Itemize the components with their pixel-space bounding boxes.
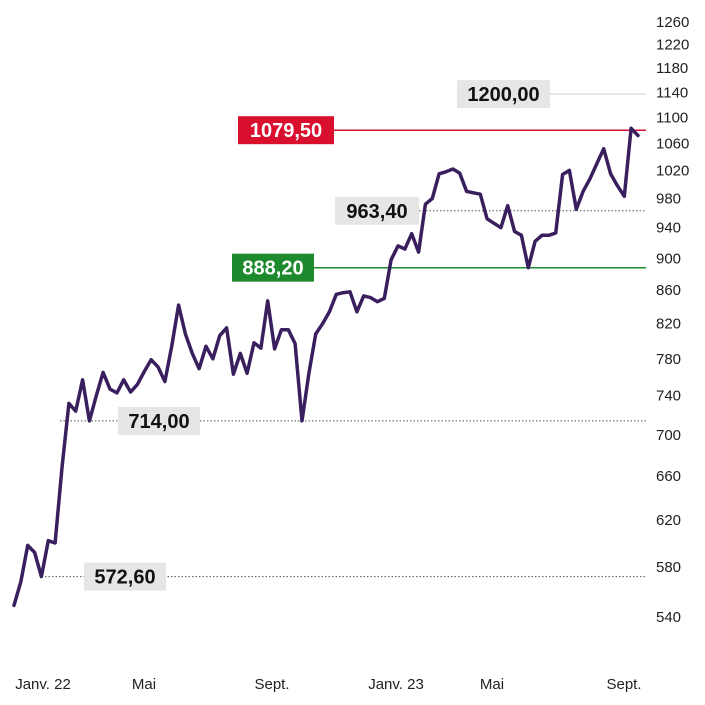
y-tick-label: 1140 bbox=[656, 84, 688, 101]
y-tick-label: 700 bbox=[656, 427, 681, 444]
reference-label-box bbox=[457, 80, 550, 109]
reference-label-box bbox=[238, 116, 334, 145]
x-tick-label: Janv. 22 bbox=[15, 676, 71, 693]
y-tick-label: 660 bbox=[656, 468, 681, 485]
y-tick-label: 1020 bbox=[656, 162, 689, 179]
reference-label-box bbox=[232, 253, 314, 282]
y-tick-label: 940 bbox=[656, 220, 681, 237]
reference-label: 888,20 bbox=[242, 258, 303, 280]
y-tick-label: 580 bbox=[656, 559, 681, 576]
y-tick-label: 1100 bbox=[656, 109, 688, 126]
y-tick-label: 1220 bbox=[656, 37, 689, 54]
reference-label: 572,60 bbox=[94, 567, 155, 589]
y-tick-label: 980 bbox=[656, 191, 681, 208]
reference-label: 1079,50 bbox=[250, 120, 322, 142]
reference-label-box bbox=[335, 196, 419, 225]
reference-labels: 1200,00 1079,50 963,40 888,20 714,00 572,60 bbox=[84, 80, 550, 591]
x-tick-label: Mai bbox=[480, 676, 504, 693]
reference-label: 1200,00 bbox=[467, 84, 539, 106]
x-tick-label: Mai bbox=[132, 676, 156, 693]
y-tick-label: 540 bbox=[656, 609, 681, 626]
y-axis: 1260 1220 1180 1140 1100 1060 1020 980 940 900 860… bbox=[656, 14, 689, 626]
y-tick-label: 860 bbox=[656, 282, 681, 299]
reference-lines bbox=[45, 93, 646, 578]
reference-label: 714,00 bbox=[128, 411, 189, 433]
y-tick-label: 900 bbox=[656, 250, 681, 267]
reference-label-box bbox=[84, 562, 166, 591]
price-line bbox=[12, 126, 640, 608]
x-axis: Janv. 22 Mai Sept. Janv. 23 Mai Sept. bbox=[15, 676, 641, 693]
x-tick-label: Janv. 23 bbox=[368, 676, 424, 693]
reference-label-box bbox=[118, 406, 200, 435]
y-tick-label: 740 bbox=[656, 388, 681, 405]
y-tick-label: 620 bbox=[656, 512, 681, 529]
series-layer bbox=[12, 126, 640, 608]
y-tick-label: 820 bbox=[656, 316, 681, 333]
y-tick-label: 1060 bbox=[656, 135, 689, 152]
x-tick-label: Sept. bbox=[254, 676, 289, 693]
x-tick-label: Sept. bbox=[606, 676, 641, 693]
y-tick-label: 1260 bbox=[656, 14, 689, 31]
y-tick-label: 1180 bbox=[656, 60, 688, 77]
y-tick-label: 780 bbox=[656, 351, 681, 368]
reference-label: 963,40 bbox=[346, 201, 407, 223]
